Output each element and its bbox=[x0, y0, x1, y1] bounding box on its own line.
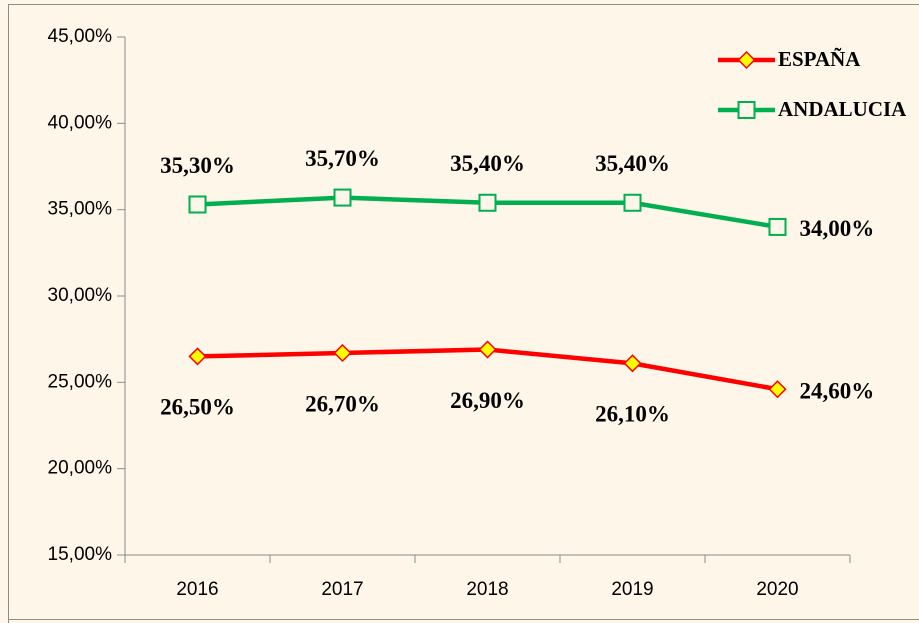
x-tick-label: 2019 bbox=[611, 579, 653, 600]
legend-label: ANDALUCIA bbox=[778, 97, 907, 121]
legend-marker bbox=[737, 50, 756, 70]
data-label: 24,60% bbox=[800, 379, 875, 404]
data-label: 26,50% bbox=[160, 395, 235, 420]
data-point bbox=[623, 193, 642, 212]
legend-label: ESPAÑA bbox=[778, 47, 861, 71]
chart-border bbox=[8, 4, 919, 623]
y-tick-label: 20,00% bbox=[48, 458, 113, 479]
data-point bbox=[623, 354, 642, 373]
y-tick-label: 40,00% bbox=[48, 112, 113, 133]
data-point bbox=[768, 380, 787, 399]
y-tick-label: 35,00% bbox=[48, 199, 113, 220]
data-point bbox=[333, 343, 352, 363]
x-tick-label: 2016 bbox=[176, 579, 218, 600]
data-label: 26,70% bbox=[305, 391, 380, 416]
data-label: 26,10% bbox=[595, 402, 670, 427]
data-label: 35,40% bbox=[595, 151, 670, 176]
x-tick-label: 2018 bbox=[466, 579, 508, 600]
data-label: 34,00% bbox=[800, 216, 875, 241]
data-point bbox=[188, 195, 207, 214]
y-tick-label: 45,00% bbox=[48, 26, 113, 47]
data-point bbox=[478, 340, 497, 359]
x-tick-label: 2020 bbox=[756, 579, 798, 600]
data-label: 35,70% bbox=[305, 146, 380, 171]
data-point bbox=[478, 193, 497, 212]
data-label: 35,40% bbox=[450, 151, 525, 176]
x-tick-label: 2017 bbox=[321, 579, 363, 600]
data-label: 26,90% bbox=[450, 388, 525, 413]
data-point bbox=[188, 347, 207, 366]
data-point bbox=[333, 188, 352, 207]
legend-marker bbox=[737, 101, 756, 119]
y-tick-label: 15,00% bbox=[48, 544, 113, 565]
y-tick-label: 30,00% bbox=[48, 285, 113, 306]
data-label: 35,30% bbox=[160, 153, 235, 178]
data-point bbox=[768, 217, 787, 236]
y-tick-label: 25,00% bbox=[48, 371, 113, 392]
